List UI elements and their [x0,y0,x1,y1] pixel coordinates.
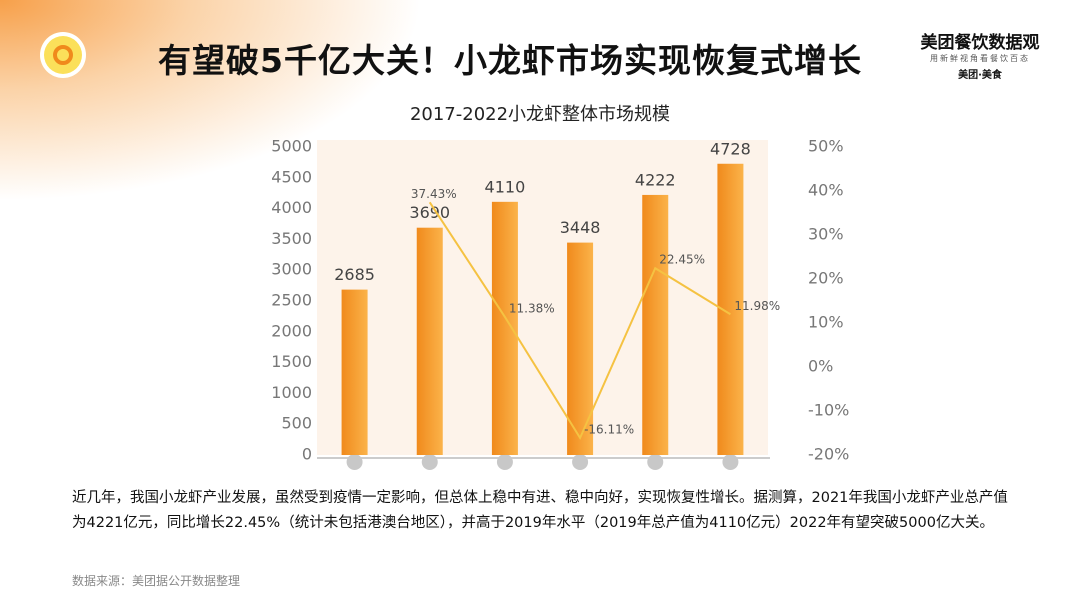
y-tick-label: 2500 [271,291,312,310]
y-tick-label: 0 [302,445,312,464]
bar [416,227,443,455]
bar-label: 3448 [560,218,601,237]
page-title: 有望破5千亿大关！小龙虾市场实现恢复式增长 [158,41,862,80]
y-tick-label: 1500 [271,352,312,371]
y2-tick-label: 10% [808,313,844,332]
y-tick-label: 4500 [271,167,312,186]
chart-title: 2017-2022小龙虾整体市场规模 [410,104,670,125]
chart: 2017-2022小龙虾整体市场规模 0 500 1000 1500 2000 2500 3… [271,104,849,470]
category-marker [572,454,589,470]
bar-label: 2685 [334,265,375,284]
body-text: 近几年，我国小龙虾产业发展，虽然受到疫情一定影响，但总体上稳中有进、稳中向好，实… [72,490,1008,531]
bar-label: 4110 [485,177,526,196]
y2-tick-label: -20% [808,445,849,464]
y2-tick-label: 50% [808,137,844,156]
line-label: 11.98% [734,299,780,313]
line-label: 11.38% [509,301,555,315]
y2-tick-label: 40% [808,181,844,200]
y-tick-label: 2000 [271,321,312,340]
y2-tick-label: 0% [808,357,833,376]
y2-tick-label: 20% [808,269,844,288]
line-label: -16.11% [584,422,634,436]
bar-label: 3690 [409,203,450,222]
y2-tick-label: -10% [808,401,849,420]
y-tick-label: 1000 [271,383,312,402]
y-tick-label: 500 [281,414,312,433]
brand-name: 美团餐饮数据观 [920,33,1040,53]
growth-line [428,201,731,441]
line-label: 22.45% [659,253,705,267]
bar-label: 4728 [710,139,751,158]
source: 数据来源：美团据公开数据整理 [72,574,241,588]
line-label: 37.43% [411,187,457,201]
plot-background [317,140,768,455]
category-marker [496,454,513,470]
y-tick-label: 4000 [271,198,312,217]
y-tick-label: 3500 [271,229,312,248]
brand: 美团餐饮数据观 用新鲜视角看餐饮百态 美团·美食 [910,28,1050,81]
y-tick-label: 3000 [271,260,312,279]
y2-tick-label: 30% [808,225,844,244]
logo [40,32,86,78]
bar [642,194,669,455]
category-marker [346,454,363,470]
bar-label: 4222 [635,170,676,189]
y-tick-label: 5000 [271,137,312,156]
category-marker [647,454,664,470]
bar [341,289,368,455]
category-marker [722,454,739,470]
brand-sub: 美团·美食 [958,70,1002,81]
bar [491,201,518,455]
category-marker [421,454,438,470]
brand-slogan: 用新鲜视角看餐饮百态 [930,54,1030,63]
